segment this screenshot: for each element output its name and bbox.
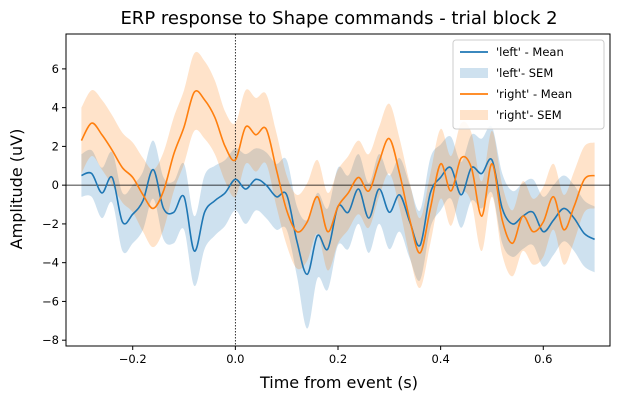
y-tick-label: 6	[52, 62, 59, 76]
legend-right-sem-swatch	[460, 110, 488, 120]
y-axis-label: Amplitude (uV)	[7, 129, 26, 250]
mean-lines	[80, 90, 595, 276]
legend-left-sem-swatch	[460, 68, 488, 78]
y-tick-label: −6	[42, 294, 59, 308]
sem-bands	[81, 51, 595, 329]
y-tick-label: 2	[52, 139, 59, 153]
reference-lines	[66, 34, 610, 346]
y-tick-label: 0	[52, 178, 59, 192]
legend-right-sem-label: 'right'- SEM	[496, 108, 562, 122]
x-tick-label: 0.4	[431, 352, 449, 366]
x-axis-label: Time from event (s)	[259, 373, 418, 392]
legend-left-mean-label: 'left' - Mean	[496, 45, 564, 59]
mean-line-right	[80, 90, 595, 254]
y-tick-label: −8	[42, 333, 59, 347]
y-axis-ticks: −8 −6 −4 −2 0 2 4 6	[42, 62, 66, 347]
legend-right-mean-label: 'right' - Mean	[496, 87, 572, 101]
x-tick-label: −0.2	[119, 352, 147, 366]
x-axis-ticks: −0.2 0.0 0.2 0.4 0.6	[119, 346, 552, 366]
sem-band-left	[81, 125, 595, 329]
x-tick-label: 0.2	[329, 352, 347, 366]
legend-box	[452, 39, 605, 130]
legend-left-sem-label: 'left'- SEM	[496, 66, 553, 80]
sem-band-right	[81, 51, 595, 289]
x-tick-label: 0.0	[226, 352, 244, 366]
legend: 'left' - Mean 'left'- SEM 'right' - Mean 'r…	[452, 39, 605, 130]
y-tick-label: −2	[42, 217, 59, 231]
y-tick-label: 4	[52, 101, 59, 115]
plot-area	[66, 34, 610, 346]
y-tick-label: −4	[42, 256, 59, 270]
x-tick-label: 0.6	[534, 352, 552, 366]
chart-title: ERP response to Shape commands - trial b…	[120, 8, 557, 29]
